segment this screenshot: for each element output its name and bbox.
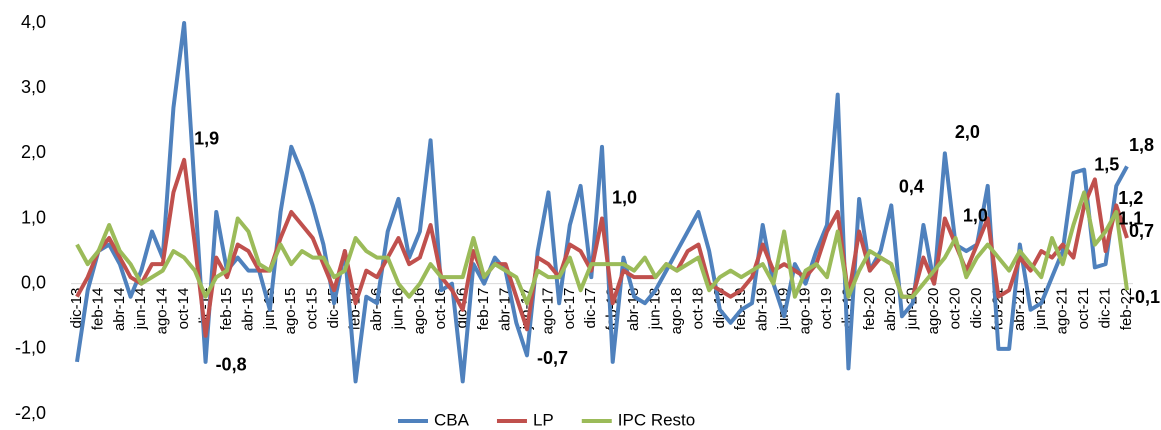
- x-tick-label: ago-16: [411, 288, 428, 335]
- data-label: 1,0: [963, 205, 988, 225]
- data-label: 1,8: [1129, 135, 1154, 155]
- x-tick-label: abr-15: [239, 288, 256, 331]
- x-tick-label: feb-14: [89, 288, 106, 331]
- x-tick-label: ago-17: [539, 288, 556, 335]
- x-tick-label: feb-17: [475, 288, 492, 331]
- y-tick-label: 2,0: [21, 142, 46, 162]
- series-line: [75, 190, 1129, 306]
- x-tick-label: jun-18: [647, 288, 664, 331]
- data-label: -0,8: [216, 355, 247, 375]
- x-tick-label: dic-13: [68, 288, 85, 329]
- data-label: 2,0: [955, 122, 980, 142]
- y-tick-label: 3,0: [21, 77, 46, 97]
- x-tick-label: oct-20: [947, 288, 964, 330]
- series-line: [75, 157, 1129, 338]
- y-tick-label: -1,0: [15, 338, 46, 358]
- legend-label: CBA: [434, 410, 470, 429]
- x-tick-label: feb-15: [218, 288, 235, 331]
- data-label: 1,5: [1094, 155, 1119, 175]
- x-tick-label: feb-20: [861, 288, 878, 331]
- x-tick-label: abr-20: [882, 288, 899, 331]
- x-tick-label: feb-22: [1118, 288, 1135, 331]
- x-tick-label: ago-18: [668, 288, 685, 335]
- data-label: 1,1: [1118, 209, 1143, 229]
- x-tick-label: oct-21: [1075, 288, 1092, 330]
- y-tick-label: -2,0: [15, 403, 46, 423]
- data-label: 1,0: [612, 187, 637, 207]
- x-tick-label: oct-17: [561, 288, 578, 330]
- x-tick-label: oct-16: [432, 288, 449, 330]
- series-line: [75, 21, 1129, 384]
- x-tick-label: ago-14: [154, 288, 171, 335]
- y-tick-label: 0,0: [21, 272, 46, 292]
- x-tick-label: ago-19: [797, 288, 814, 335]
- x-tick-label: oct-19: [818, 288, 835, 330]
- data-label: 1,9: [194, 129, 219, 149]
- data-label: 0,4: [899, 176, 924, 196]
- x-tick-label: oct-15: [304, 288, 321, 330]
- x-tick-label: oct-14: [175, 288, 192, 330]
- x-tick-label: dic-20: [968, 288, 985, 329]
- x-tick-label: dic-21: [1097, 288, 1114, 329]
- x-tick-label: abr-19: [754, 288, 771, 331]
- x-tick-label: ago-15: [282, 288, 299, 335]
- x-tick-label: dic-17: [582, 288, 599, 329]
- x-tick-label: oct-18: [689, 288, 706, 330]
- legend-label: LP: [533, 410, 554, 429]
- y-tick-label: 1,0: [21, 207, 46, 227]
- data-label: 0,7: [1129, 221, 1154, 241]
- legend: CBA LP IPC Resto: [398, 410, 695, 429]
- y-tick-label: 4,0: [21, 12, 46, 32]
- data-label: -0,1: [1129, 287, 1160, 307]
- x-tick-label: ago-20: [925, 288, 942, 335]
- legend-label: IPC Resto: [618, 410, 695, 429]
- data-label: -0,7: [537, 348, 568, 368]
- x-tick-label: ago-21: [1054, 288, 1071, 335]
- x-tick-label: jun-14: [132, 288, 149, 331]
- x-tick-label: abr-14: [111, 288, 128, 331]
- x-tick-label: dic-15: [325, 288, 342, 329]
- x-tick-label: jun-16: [389, 288, 406, 331]
- data-label: 1,2: [1118, 188, 1143, 208]
